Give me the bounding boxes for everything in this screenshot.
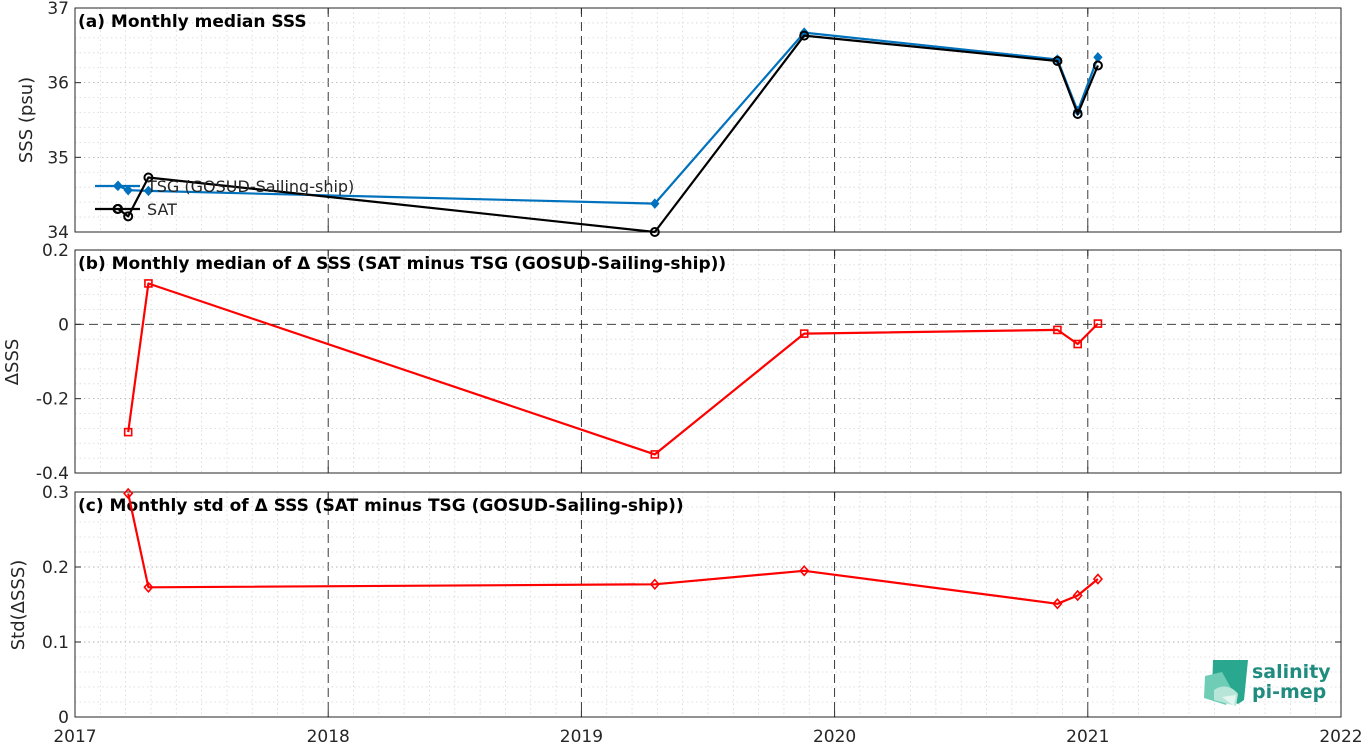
- y-tick-label: 0: [58, 708, 69, 728]
- data-point: [1053, 325, 1062, 335]
- y-axis-label-c: Std(ΔSSS): [8, 560, 29, 651]
- axes-box-c: [74, 491, 1342, 718]
- data-point: [799, 329, 809, 338]
- series-b-0: [123, 279, 1103, 459]
- x-tick-label: 2022: [1319, 727, 1362, 745]
- series-line: [127, 493, 1099, 605]
- data-point: [1093, 319, 1103, 328]
- data-point: [799, 565, 810, 577]
- panel-b-median-delta-sss: -0.4 -0.2 0 0.2 ΔSSS (b) Monthly median of Δ …: [2, 241, 1342, 484]
- y-tick-label: 36: [47, 74, 69, 94]
- legend-marker-sat: [112, 204, 123, 214]
- data-point: [123, 211, 134, 222]
- data-point: [1052, 56, 1063, 67]
- y-tick-label: -0.2: [36, 390, 69, 410]
- y-axis-label-a: SSS (psu): [16, 77, 37, 163]
- y-tick-label: 0.2: [42, 241, 69, 261]
- panel-title-c: (c) Monthly std of Δ SSS (SAT minus TSG …: [78, 496, 684, 516]
- y-tick-label: 0.3: [42, 483, 69, 503]
- grid-a: [75, 8, 1341, 232]
- data-point: [650, 198, 660, 209]
- logo-line1: salinity: [1252, 661, 1331, 683]
- data-point: [123, 487, 134, 500]
- series-c-0: [123, 487, 1104, 610]
- series-line: [127, 282, 1099, 456]
- grid-c: [75, 492, 1341, 717]
- legend-label-tsg: TSG (GOSUD-Sailing-ship): [146, 177, 354, 196]
- legend: TSG (GOSUD-Sailing-ship) SAT: [95, 177, 354, 219]
- panel-c-std-delta-sss: 0 0.1 0.2 0.3 2017 2018 2019 2020 2021 2022 Std(ΔS…: [8, 483, 1363, 745]
- data-point: [649, 227, 660, 237]
- panel-a-median-sss: 34 35 36 37 SSS (psu) (a) Monthly median SSS: [16, 0, 1342, 243]
- data-point: [143, 581, 154, 593]
- x-tick-label: 2018: [307, 727, 350, 745]
- x-tick-label: 2017: [53, 727, 96, 745]
- logo-line2: pi-mep: [1252, 681, 1326, 703]
- data-point: [143, 172, 154, 183]
- data-point: [1072, 109, 1083, 120]
- x-tick-label: 2020: [813, 727, 856, 745]
- data-point: [1072, 589, 1083, 602]
- y-tick-label: 0: [58, 315, 69, 335]
- data-point: [799, 30, 810, 41]
- data-point: [1092, 60, 1103, 71]
- data-point: [123, 427, 133, 437]
- x-tick-label: 2021: [1066, 727, 1109, 745]
- panel-title-b: (b) Monthly median of Δ SSS (SAT minus T…: [78, 254, 726, 274]
- data-point: [144, 279, 153, 288]
- data-point: [143, 185, 154, 197]
- y-tick-label: 0.2: [42, 558, 69, 578]
- data-point: [1092, 573, 1104, 585]
- legend-marker-tsg: [112, 181, 123, 191]
- axes-box-a: [74, 7, 1342, 233]
- data-point: [1073, 339, 1082, 349]
- legend-label-sat: SAT: [147, 200, 177, 219]
- y-tick-label: 35: [47, 148, 69, 168]
- y-tick-label: 0.1: [42, 633, 69, 653]
- wave-logo-icon: [1204, 660, 1248, 706]
- data-point: [123, 184, 133, 196]
- axes-box-b: [74, 249, 1342, 474]
- grid-b: [75, 250, 1341, 473]
- salinity-pi-mep-logo: salinity pi-mep: [1204, 660, 1331, 706]
- y-tick-label: 34: [47, 223, 69, 243]
- y-tick-label: 37: [47, 0, 69, 19]
- panel-title-a: (a) Monthly median SSS: [78, 12, 307, 32]
- data-point: [650, 450, 660, 459]
- x-tick-label: 2019: [560, 727, 603, 745]
- data-point: [649, 578, 660, 590]
- y-axis-label-b: ΔSSS: [2, 339, 23, 386]
- data-point: [1052, 598, 1063, 610]
- y-tick-label: -0.4: [36, 464, 69, 484]
